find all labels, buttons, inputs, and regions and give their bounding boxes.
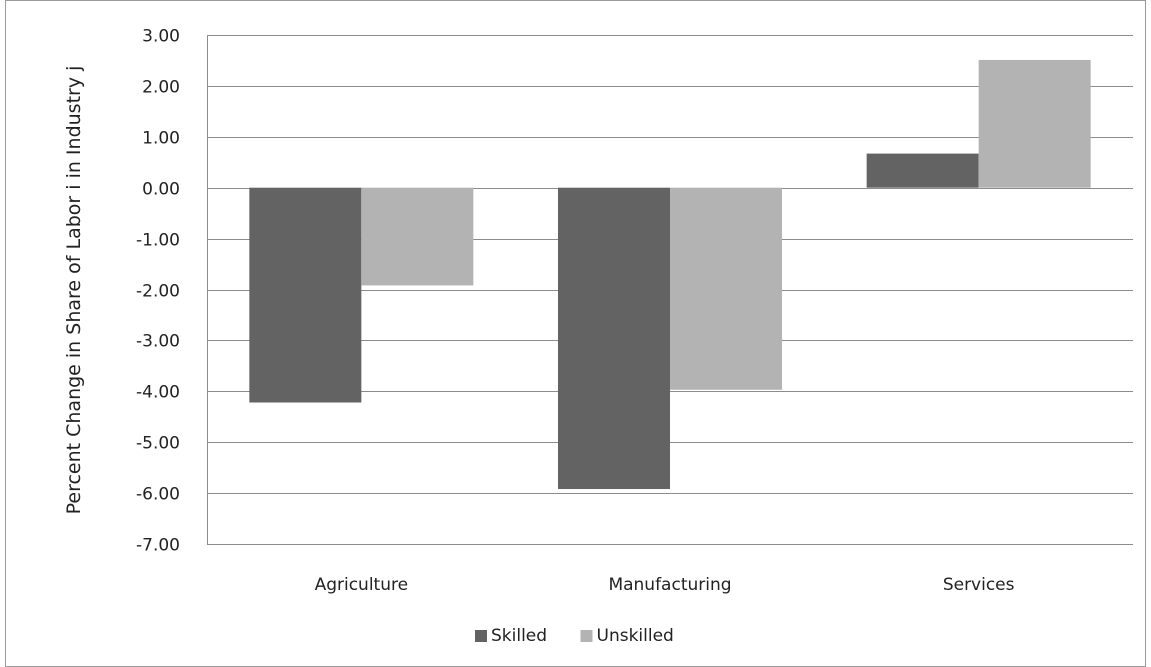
- legend: Skilled Unskilled: [475, 626, 674, 646]
- legend-swatch-skilled: [475, 630, 487, 642]
- y-tick-label: -4.00: [136, 383, 180, 403]
- y-tick-label: 3.00: [142, 27, 180, 47]
- x-tick-label: Services: [943, 575, 1015, 595]
- bar-unskilled-services: [978, 59, 1091, 188]
- y-tick-label: 0.00: [142, 180, 180, 200]
- y-tick-label: -1.00: [136, 231, 180, 251]
- bar-skilled-manufacturing: [558, 187, 670, 490]
- bars: [249, 59, 1091, 490]
- x-tick-label: Agriculture: [315, 575, 409, 595]
- bar-skilled-agriculture: [249, 187, 362, 403]
- y-tick-label: -2.00: [136, 282, 180, 302]
- y-tick-label: 2.00: [142, 78, 180, 98]
- y-tick-label: 1.00: [142, 129, 180, 149]
- bar-skilled-services: [866, 153, 979, 188]
- x-axis-ticks: Agriculture Manufacturing Services: [315, 575, 1015, 595]
- legend-swatch-unskilled: [580, 630, 593, 642]
- y-tick-label: -6.00: [136, 485, 180, 505]
- y-axis-ticks: 3.00 2.00 1.00 0.00 -1.00 -2.00 -3.00 -4.00 -5.0…: [136, 27, 180, 556]
- y-tick-label: -3.00: [136, 332, 180, 352]
- y-axis-label: Percent Change in Share of Labor i in In…: [63, 66, 85, 515]
- legend-label-unskilled: Unskilled: [597, 626, 674, 646]
- y-tick-label: -7.00: [136, 536, 180, 556]
- bar-unskilled-agriculture: [361, 187, 474, 286]
- x-tick-label: Manufacturing: [608, 575, 731, 595]
- y-tick-label: -5.00: [136, 434, 180, 454]
- bar-unskilled-manufacturing: [670, 187, 782, 390]
- legend-label-skilled: Skilled: [491, 626, 547, 646]
